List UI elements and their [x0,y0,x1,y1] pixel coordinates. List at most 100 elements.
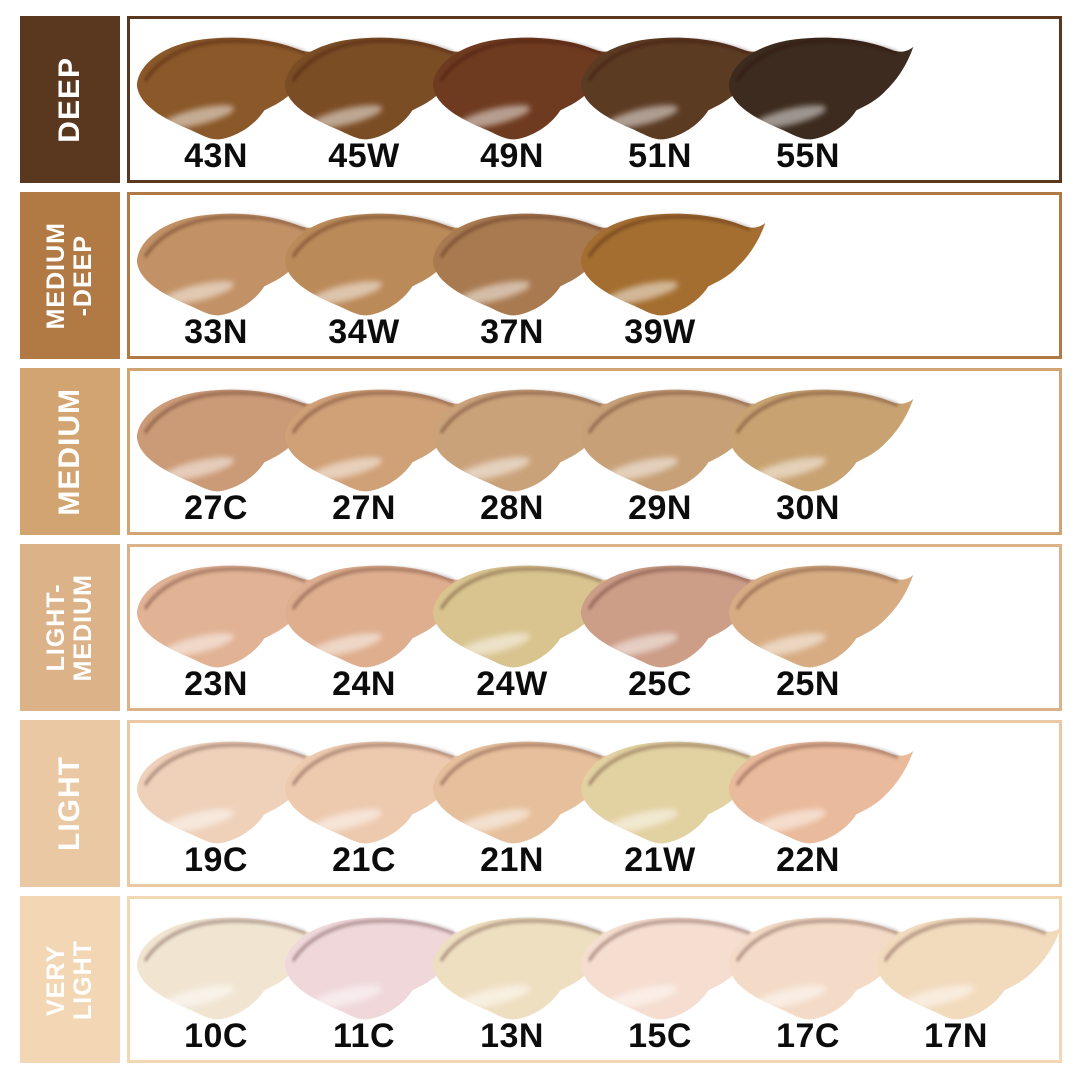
foundation-smear-icon [284,37,470,140]
foundation-smear-icon [432,741,618,844]
shade-swatch: 21N [432,723,618,884]
foundation-smear-icon [728,917,914,1020]
shade-swatches-box: 19C 21C 21N 21W 22N [127,720,1062,887]
foundation-smear-icon [284,741,470,844]
shade-name: 27N [332,489,396,527]
category-label-line: LIGHT [69,939,97,1020]
foundation-smear-icon [136,213,322,316]
shade-swatches-box: 27C 27N 28N 29N 30N [127,368,1062,535]
foundation-smear-icon [580,389,766,492]
category-label-line: DEEP [52,56,86,143]
shade-category-row: VERY LIGHT 10C 11C 13N 15C [20,896,1062,1063]
foundation-smear-icon [136,389,322,492]
foundation-smear-icon [432,37,618,140]
shade-swatch: 27N [284,371,470,532]
foundation-smear-icon [136,917,322,1020]
foundation-smear-icon [432,213,618,316]
shade-swatch: 51N [580,19,766,180]
shade-name: 11C [333,1017,395,1055]
shade-category-row: DEEP 43N 45W 49N 51N [20,16,1062,183]
category-label-line: LIGHT- [42,583,70,672]
shade-name: 37N [480,313,544,351]
shade-name: 33N [184,313,248,351]
shade-name: 23N [184,665,248,703]
foundation-smear-icon [728,565,914,668]
shade-swatch: 34W [284,195,470,356]
shade-swatch: 43N [136,19,322,180]
shade-swatch: 25N [728,547,914,708]
shade-name: 55N [776,137,840,175]
shade-name: 25N [776,665,840,703]
foundation-smear-icon [580,741,766,844]
category-label-line: MEDIUM [42,221,70,330]
shade-swatch: 28N [432,371,618,532]
category-band: DEEP [20,16,120,183]
category-label: LIGHT- MEDIUM [42,573,97,682]
category-label-line: MEDIUM [69,573,97,682]
shade-category-row: MEDIUM -DEEP 33N 34W 37N 39 [20,192,1062,359]
category-label: VERY LIGHT [42,939,97,1020]
foundation-smear-icon [136,37,322,140]
shade-name: 13N [480,1017,544,1055]
shade-category-row: LIGHT- MEDIUM 23N 24N 24W 2 [20,544,1062,711]
shade-name: 15C [628,1017,692,1055]
foundation-smear-icon [284,917,470,1020]
shade-name: 49N [480,137,544,175]
shade-name: 51N [628,137,692,175]
shade-swatches-box: 10C 11C 13N 15C 17C [127,896,1062,1063]
shade-swatch: 39W [580,195,766,356]
shade-swatches-box: 43N 45W 49N 51N 55N [127,16,1062,183]
shade-swatch: 30N [728,371,914,532]
shade-rows-container: DEEP 43N 45W 49N 51N [20,16,1062,1072]
foundation-smear-icon [728,741,914,844]
shade-swatch: 10C [136,899,322,1060]
category-label: MEDIUM [53,388,86,516]
shade-name: 45W [328,137,400,175]
shade-name: 10C [184,1017,248,1055]
shade-swatch: 37N [432,195,618,356]
shade-swatch: 55N [728,19,914,180]
foundation-smear-icon [876,917,1059,1020]
shade-swatch: 49N [432,19,618,180]
category-label: MEDIUM -DEEP [42,221,97,330]
shade-name: 27C [184,489,248,527]
category-label: DEEP [52,56,86,143]
category-label-line: -DEEP [69,234,97,317]
shade-name: 24W [476,665,548,703]
shade-swatch: 45W [284,19,470,180]
shade-swatches-box: 33N 34W 37N 39W [127,192,1062,359]
shade-name: 24N [332,665,396,703]
shade-name: 17N [924,1017,988,1055]
category-label: LIGHT [53,756,86,851]
foundation-smear-icon [432,389,618,492]
shade-swatch: 21W [580,723,766,884]
category-band: MEDIUM [20,368,120,535]
foundation-smear-icon [580,213,766,316]
foundation-smear-icon [284,389,470,492]
shade-swatch: 21C [284,723,470,884]
shade-swatch: 23N [136,547,322,708]
shade-name: 34W [328,313,400,351]
category-band: LIGHT [20,720,120,887]
shade-name: 22N [776,841,840,879]
shade-name: 21W [624,841,696,879]
foundation-smear-icon [284,213,470,316]
shade-name: 25C [628,665,692,703]
foundation-smear-icon [432,917,618,1020]
foundation-smear-icon [580,917,766,1020]
shade-swatch: 22N [728,723,914,884]
shade-swatch: 25C [580,547,766,708]
shade-name: 30N [776,489,840,527]
shade-swatch: 24N [284,547,470,708]
shade-swatch: 15C [580,899,766,1060]
foundation-smear-icon [136,565,322,668]
shade-swatch: 19C [136,723,322,884]
foundation-smear-icon [580,565,766,668]
shade-swatch: 17N [876,899,1059,1060]
shade-swatches-box: 23N 24N 24W 25C 25N [127,544,1062,711]
category-band: VERY LIGHT [20,896,120,1063]
shade-category-row: MEDIUM 27C 27N 28N 29N [20,368,1062,535]
shade-name: 21N [480,841,544,879]
foundation-smear-icon [284,565,470,668]
